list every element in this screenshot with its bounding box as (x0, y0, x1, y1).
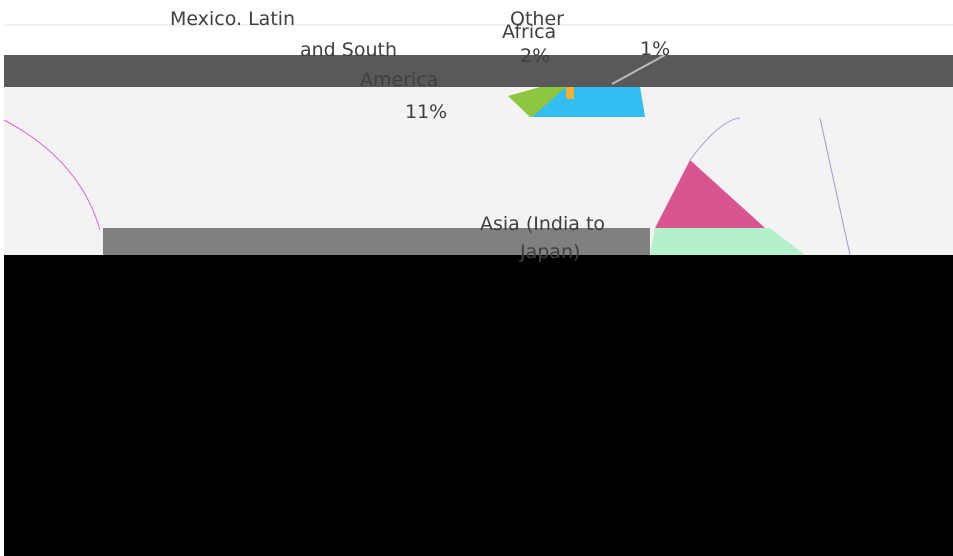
label: Japan) (519, 241, 580, 263)
gray-block (103, 228, 650, 255)
label: Asia (India to (480, 213, 605, 235)
pie-slice (566, 87, 574, 99)
pie-slice (655, 160, 765, 228)
label: and South (300, 39, 397, 61)
glitch-arc (3, 119, 101, 231)
black-block (4, 255, 953, 556)
label: 11% (405, 101, 447, 123)
pie-slice (650, 228, 805, 255)
glitch-arc (689, 117, 741, 161)
leader-line (611, 54, 666, 85)
label: 1% (640, 38, 670, 60)
glitch-line (819, 117, 851, 256)
gray-band (4, 55, 953, 87)
label: Mexico. Latin (170, 8, 295, 30)
label: America (360, 69, 438, 91)
label: Africa (502, 21, 556, 43)
label: 2% (520, 45, 550, 67)
label: Other (510, 8, 564, 30)
panel (4, 87, 953, 255)
pie-slice (532, 87, 645, 117)
